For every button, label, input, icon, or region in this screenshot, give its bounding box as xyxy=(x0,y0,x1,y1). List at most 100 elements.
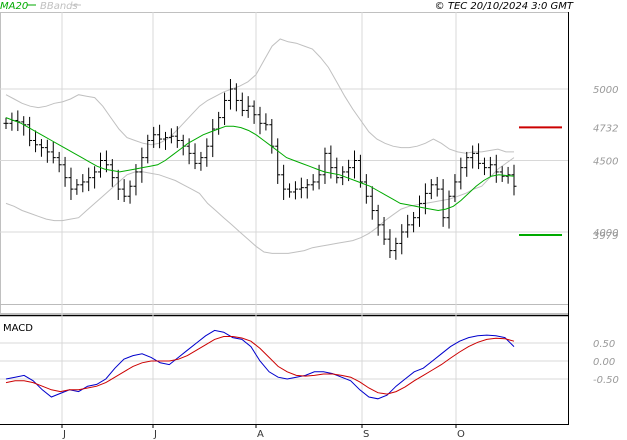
macd-y-tick-label: 0.50 xyxy=(593,339,615,350)
support-label: 3979 xyxy=(593,231,618,242)
price-bar xyxy=(151,126,157,148)
price-bar xyxy=(434,176,440,197)
price-bar xyxy=(481,157,487,176)
macd-series-signal-line xyxy=(5,336,515,395)
price-bar xyxy=(298,177,304,199)
price-bar xyxy=(192,143,198,170)
price-bar xyxy=(275,138,281,184)
price-y-tick-label: 4000 xyxy=(593,228,618,239)
price-bar xyxy=(334,157,340,184)
macd-title: MACD xyxy=(3,323,33,334)
price-bar xyxy=(33,130,39,153)
price-bar xyxy=(493,154,499,183)
macd-y-tick-label: -0.50 xyxy=(593,375,619,386)
price-bar xyxy=(227,78,233,110)
price-bar xyxy=(476,143,482,170)
price-bar xyxy=(210,119,216,158)
price-bar xyxy=(92,166,98,189)
ma20-line xyxy=(5,117,515,212)
macd-panel: MACD 0.50 0.00 -0.50 xyxy=(0,323,619,400)
price-bar xyxy=(352,150,358,179)
price-bar xyxy=(304,179,310,199)
price-bar xyxy=(121,179,127,202)
macd-y-tick-label: 0.00 xyxy=(593,357,615,368)
price-bar xyxy=(422,183,428,215)
price-bar xyxy=(387,229,393,259)
price-levels: 4732 3979 xyxy=(519,123,618,242)
price-bar xyxy=(399,224,405,255)
x-tick-label: A xyxy=(257,429,264,440)
price-bar xyxy=(162,131,168,150)
price-bar xyxy=(363,174,369,204)
price-bar xyxy=(157,124,163,149)
price-bar xyxy=(322,147,328,184)
bb-lower-line xyxy=(5,157,515,254)
bb-upper-line xyxy=(5,38,514,154)
price-bar xyxy=(115,169,121,200)
price-bar xyxy=(346,159,352,182)
price-bar xyxy=(139,147,145,183)
price-bar xyxy=(168,128,174,144)
price-bar xyxy=(222,92,228,126)
price-bar xyxy=(109,159,115,187)
price-y-axis: 5000 4500 4000 xyxy=(593,85,618,239)
price-bar xyxy=(62,156,68,187)
price-bar xyxy=(458,157,464,190)
copyright-text: © TEC 20/10/2024 3:0 GMT xyxy=(435,1,574,12)
price-bar xyxy=(511,164,517,196)
price-bar xyxy=(68,167,74,200)
price-bar xyxy=(452,174,458,202)
price-bar xyxy=(38,139,44,157)
price-bar xyxy=(251,100,257,124)
gridlines xyxy=(0,12,568,424)
price-bar xyxy=(464,151,470,177)
price-y-tick-label: 5000 xyxy=(593,85,618,96)
price-bar xyxy=(145,134,151,164)
price-bar xyxy=(56,151,62,173)
price-bar xyxy=(292,181,298,200)
price-bar xyxy=(27,116,33,147)
price-bar xyxy=(369,186,375,220)
price-bar xyxy=(3,117,9,130)
price-y-tick-label: 4500 xyxy=(593,157,618,168)
ma20-line-group xyxy=(5,117,515,212)
price-bar xyxy=(405,214,411,238)
price-bar xyxy=(393,237,399,260)
price-bar xyxy=(428,179,434,200)
price-bar xyxy=(470,145,476,169)
price-bar xyxy=(198,151,204,171)
price-bar xyxy=(257,106,263,135)
price-bar xyxy=(287,183,293,198)
x-tick-label: J xyxy=(62,429,66,440)
price-bar xyxy=(381,216,387,245)
price-bar xyxy=(127,180,133,204)
price-bar xyxy=(263,113,269,131)
price-bar xyxy=(416,195,422,227)
price-bar xyxy=(499,166,505,182)
price-bar xyxy=(44,139,50,163)
price-bar xyxy=(98,152,104,178)
price-bar xyxy=(375,204,381,236)
x-tick-label: O xyxy=(457,429,465,440)
bollinger-bands xyxy=(5,38,515,254)
price-bar xyxy=(446,190,452,229)
price-bar xyxy=(86,167,92,192)
price-bar xyxy=(487,156,493,177)
price-panel xyxy=(0,12,569,314)
price-bar xyxy=(103,150,109,173)
x-tick-label: S xyxy=(363,429,369,440)
price-bars xyxy=(3,78,517,260)
price-bar xyxy=(174,126,180,148)
price-bar xyxy=(281,164,287,200)
legend-ma20: MA20 xyxy=(0,1,28,12)
price-bar xyxy=(245,96,251,118)
price-bar xyxy=(80,174,86,193)
legend-bbands: BBands xyxy=(40,1,78,12)
price-bar xyxy=(74,179,80,195)
price-bar xyxy=(233,83,239,112)
price-bar xyxy=(440,179,446,227)
resistance-label: 4732 xyxy=(593,123,618,134)
price-bar xyxy=(411,211,417,233)
